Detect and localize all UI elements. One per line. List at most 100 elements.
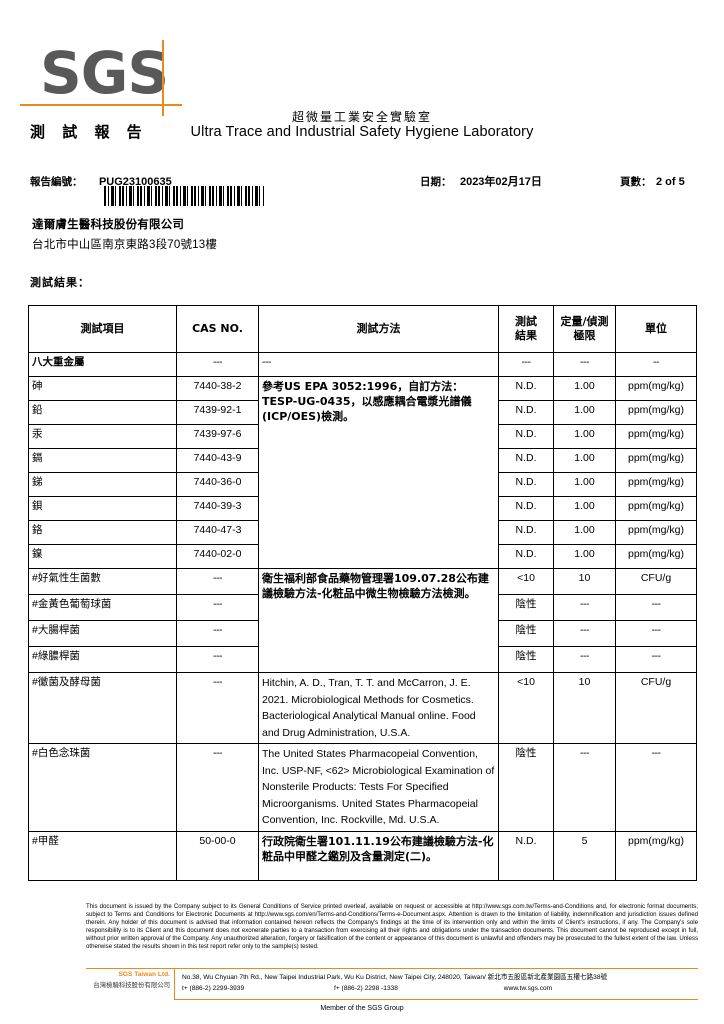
report-number-label: 報告編號： (30, 176, 83, 188)
cell-test-result: N.D. (498, 496, 554, 521)
table-row: #金黃色葡萄球菌 --- 陰性 --- --- (28, 594, 697, 621)
cell-cas-no: 7440-43-9 (176, 448, 259, 473)
cell-unit: --- (615, 646, 697, 673)
footer-member-note: Member of the SGS Group (320, 1005, 404, 1012)
page-count-value: 2 of 5 (655, 176, 685, 188)
client-address: 台北市中山區南京東路3段70號13樓 (32, 239, 218, 251)
table-row: #甲醛 50-00-0 行政院衛生署101.11.19公布建議檢驗方法-化粧品中… (28, 830, 697, 881)
cell-test-result: N.D. (498, 472, 554, 497)
cell-test-method: 行政院衛生署101.11.19公布建議檢驗方法-化粧品中甲醛之鑑別及含量測定(二… (258, 830, 499, 881)
cell-unit: ppm(mg/kg) (615, 472, 697, 497)
cell-test-item: 銻 (28, 472, 177, 497)
cell-unit: CFU/g (615, 568, 697, 595)
cell-unit: ppm(mg/kg) (615, 400, 697, 425)
column-header-detection-limit: 定量/偵測 極限 (553, 305, 616, 353)
report-title-cn: 測 試 報 告 (30, 123, 148, 141)
column-header-test-result: 測試 結果 (498, 305, 554, 353)
cell-test-result: <10 (498, 672, 554, 744)
report-number-value: PUG23100635 (98, 176, 172, 188)
cell-unit: CFU/g (615, 672, 697, 744)
cell-cas-no: 7439-97-6 (176, 424, 259, 449)
cell-test-item: 砷 (28, 376, 177, 401)
footer-address: No.38, Wu Chyuan 7th Rd., New Taipei Ind… (182, 974, 608, 981)
logo-crosshair-horizontal (20, 104, 182, 106)
cell-cas-no: --- (176, 568, 259, 595)
cell-cas-no: 7440-36-0 (176, 472, 259, 497)
cell-test-method: --- (258, 352, 499, 377)
cell-cas-no: 7440-47-3 (176, 520, 259, 545)
column-header-test-method: 測試方法 (258, 305, 499, 353)
cell-test-method: The United States Pharmacopeial Conventi… (258, 743, 499, 832)
footer-disclaimer: This document is issued by the Company s… (86, 903, 698, 951)
footer-fax: f+ (886-2) 2298 -1338 (333, 985, 398, 992)
results-section-label: 測試結果： (30, 276, 90, 289)
cell-cas-no: 7440-02-0 (176, 544, 259, 569)
cell-test-result: 陰性 (498, 594, 554, 621)
footer-divider-top (86, 968, 698, 969)
report-date-block: 日期： 2023年02月17日 (420, 172, 542, 190)
cell-cas-no: --- (176, 646, 259, 673)
cell-cas-no: 7440-38-2 (176, 376, 259, 401)
cell-test-result: N.D. (498, 376, 554, 401)
column-header-unit: 單位 (615, 305, 697, 353)
table-row: #白色念珠菌 --- The United States Pharmacopei… (28, 743, 697, 832)
report-barcode (104, 186, 264, 206)
cell-detection-limit: --- (553, 743, 616, 832)
page-count-label: 頁數： (620, 176, 652, 188)
table-row: 鉛 7439-92-1 N.D. 1.00 ppm(mg/kg) (28, 400, 697, 425)
cell-test-method: Hitchin, A. D., Tran, T. T. and McCarron… (258, 672, 499, 744)
table-row: 汞 7439-97-6 N.D. 1.00 ppm(mg/kg) (28, 424, 697, 449)
cell-test-result: N.D. (498, 830, 554, 881)
cell-test-result: N.D. (498, 520, 554, 545)
cell-unit: ppm(mg/kg) (615, 520, 697, 545)
table-row: 鎳 7440-02-0 N.D. 1.00 ppm(mg/kg) (28, 544, 697, 569)
cell-detection-limit: 10 (553, 672, 616, 744)
laboratory-name-cn: 超微量工業安全實驗室 (291, 110, 432, 124)
table-row: 砷 7440-38-2 參考US EPA 3052:1996，自訂方法：TESP… (28, 376, 697, 569)
cell-cas-no: 7439-92-1 (176, 400, 259, 425)
cell-detection-limit: 1.00 (553, 472, 616, 497)
cell-test-item: #金黃色葡萄球菌 (28, 594, 177, 621)
footer-website[interactable]: www.tw.sgs.com (503, 985, 553, 992)
footer-divider-bottom (174, 999, 698, 1000)
cell-test-result: N.D. (498, 448, 554, 473)
cell-cas-no: --- (176, 743, 259, 832)
footer-entity-name-en: SGS Taiwan Ltd. (118, 971, 170, 978)
column-header-cas-no: CAS NO. (176, 305, 259, 353)
cell-unit: ppm(mg/kg) (615, 424, 697, 449)
cell-detection-limit: 5 (553, 830, 616, 881)
cell-unit: ppm(mg/kg) (615, 544, 697, 569)
cell-test-item: 汞 (28, 424, 177, 449)
cell-test-item: #綠膿桿菌 (28, 646, 177, 673)
table-row: #黴菌及酵母菌 --- Hitchin, A. D., Tran, T. T. … (28, 672, 697, 744)
cell-detection-limit: 10 (553, 568, 616, 595)
cell-detection-limit: 1.00 (553, 544, 616, 569)
cell-test-item: 鉻 (28, 520, 177, 545)
cell-unit: ppm(mg/kg) (615, 496, 697, 521)
cell-detection-limit: 1.00 (553, 376, 616, 401)
cell-detection-limit: 1.00 (553, 424, 616, 449)
sgs-logo-text: SGS (40, 39, 169, 107)
cell-detection-limit: 1.00 (553, 520, 616, 545)
cell-test-result: N.D. (498, 544, 554, 569)
footer-entity-name-cn: 台灣檢驗科技股份有限公司 (93, 981, 170, 989)
table-header-row: 測試項目 CAS NO. 測試方法 測試 結果 定量/偵測 極限 單位 (28, 305, 697, 353)
report-date-value: 2023年02月17日 (459, 176, 542, 188)
footer-divider-vertical (174, 968, 175, 1000)
logo-crosshair-vertical (162, 40, 164, 116)
cell-unit: ppm(mg/kg) (615, 376, 697, 401)
test-results-table: 測試項目 CAS NO. 測試方法 測試 結果 定量/偵測 極限 單位 (28, 305, 697, 881)
cell-detection-limit: 1.00 (553, 400, 616, 425)
cell-test-item: #甲醛 (28, 830, 177, 881)
cell-cas-no: --- (176, 352, 259, 377)
cell-unit: -- (615, 352, 697, 377)
client-name: 達爾膚生醫科技股份有限公司 (32, 217, 185, 231)
cell-test-item: #好氣性生菌數 (28, 568, 177, 595)
cell-test-result: 陰性 (498, 743, 554, 832)
cell-test-item: #黴菌及酵母菌 (28, 672, 177, 744)
cell-test-item: 鎳 (28, 544, 177, 569)
cell-cas-no: 50-00-0 (176, 830, 259, 881)
cell-unit: --- (615, 594, 697, 621)
cell-detection-limit: --- (553, 646, 616, 673)
cell-detection-limit: 1.00 (553, 448, 616, 473)
